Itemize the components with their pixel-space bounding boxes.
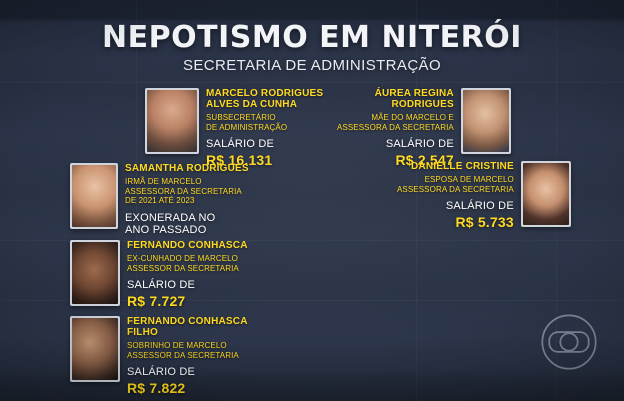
- salary-value: R$ 16.131: [206, 151, 273, 168]
- person-card-aurea: ÁUREA REGINA RODRIGUES MÃE DO MARCELO E …: [330, 88, 511, 168]
- aurea-photo-image: [462, 90, 509, 152]
- marcelo-photo-image: [147, 90, 197, 152]
- person-name: DANIELLE CRISTINE: [411, 161, 514, 172]
- fernando-filho-photo-image: [72, 318, 118, 380]
- page-subtitle: SECRETARIA DE ADMINISTRAÇÃO: [182, 56, 442, 74]
- person-card-danielle: DANIELLE CRISTINE ESPOSA DE MARCELO ASSE…: [390, 161, 571, 230]
- person-card-samantha: SAMANTHA RODRIGUES IRMÃ DE MARCELO ASSES…: [70, 163, 256, 238]
- title-block: NEPOTISMO EM NITERÓI SECRETARIA DE ADMIN…: [0, 22, 624, 74]
- person-name: MARCELO RODRIGUES ALVES DA CUNHA: [206, 88, 324, 111]
- aurea-text: ÁUREA REGINA RODRIGUES MÃE DO MARCELO E …: [330, 88, 461, 168]
- salary-label: SALÁRIO DE: [445, 200, 514, 213]
- samantha-photo: [70, 163, 118, 229]
- person-role: SUBSECRETÁRIO DE ADMINISTRAÇÃO: [206, 113, 288, 132]
- salary-value: R$ 7.727: [127, 292, 186, 309]
- fernando-photo-image: [72, 242, 118, 304]
- person-name: FERNANDO CONHASCA: [127, 240, 248, 251]
- marcelo-photo: [145, 88, 199, 154]
- fernando-filho-photo: [70, 316, 120, 382]
- person-role: SOBRINHO DE MARCELO ASSESSOR DA SECRETAR…: [127, 341, 239, 360]
- salary-label: SALÁRIO DE: [127, 366, 196, 379]
- salary-value: R$ 5.733: [455, 213, 514, 230]
- person-role: IRMÃ DE MARCELO ASSESSORA DA SECRETARIA …: [125, 177, 242, 206]
- salary-value: R$ 2.547: [395, 151, 454, 168]
- person-card-fernando: FERNANDO CONHASCA EX-CUNHADO DE MARCELO …: [70, 240, 255, 309]
- danielle-text: DANIELLE CRISTINE ESPOSA DE MARCELO ASSE…: [390, 161, 521, 230]
- person-role: MÃE DO MARCELO E ASSESSORA DA SECRETARIA: [337, 113, 454, 132]
- person-role: EX-CUNHADO DE MARCELO ASSESSOR DA SECRET…: [127, 254, 239, 273]
- fernando-photo: [70, 240, 120, 306]
- aurea-photo: [460, 88, 511, 154]
- salary-label: SALÁRIO DE: [385, 138, 454, 151]
- samantha-text: SAMANTHA RODRIGUES IRMÃ DE MARCELO ASSES…: [118, 163, 256, 238]
- danielle-photo-image: [522, 163, 569, 225]
- person-role: ESPOSA DE MARCELO ASSESSORA DA SECRETARI…: [397, 175, 514, 194]
- person-card-fernando-filho: FERNANDO CONHASCA FILHO SOBRINHO DE MARC…: [70, 316, 255, 396]
- marcelo-text: MARCELO RODRIGUES ALVES DA CUNHA SUBSECR…: [199, 88, 330, 168]
- salary-label: SALÁRIO DE: [127, 279, 196, 292]
- person-name: FERNANDO CONHASCA FILHO: [127, 316, 248, 339]
- bg-gridline: [0, 82, 624, 83]
- person-card-marcelo: MARCELO RODRIGUES ALVES DA CUNHA SUBSECR…: [145, 88, 330, 168]
- danielle-photo: [520, 161, 571, 227]
- salary-label: EXONERADA NO ANO PASSADO: [125, 211, 216, 237]
- fernando-filho-text: FERNANDO CONHASCA FILHO SOBRINHO DE MARC…: [120, 316, 255, 396]
- salary-value: R$ 7.822: [127, 379, 186, 396]
- salary-label: SALÁRIO DE: [206, 138, 275, 151]
- page-title: NEPOTISMO EM NITERÓI: [102, 20, 522, 55]
- samantha-photo-image: [72, 165, 116, 227]
- person-name: ÁUREA REGINA RODRIGUES: [374, 88, 454, 111]
- globo-logo-icon: [541, 314, 597, 370]
- person-name: SAMANTHA RODRIGUES: [125, 163, 249, 174]
- fernando-text: FERNANDO CONHASCA EX-CUNHADO DE MARCELO …: [120, 240, 255, 309]
